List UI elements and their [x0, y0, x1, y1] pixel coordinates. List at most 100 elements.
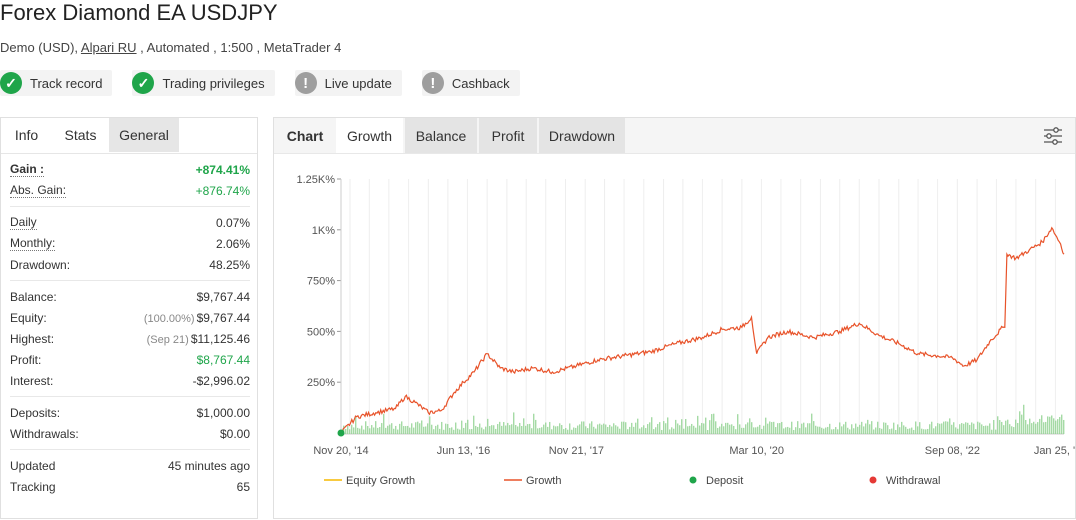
volume-bar	[501, 425, 503, 434]
tab-info[interactable]: Info	[14, 127, 39, 143]
volume-bar	[899, 427, 901, 434]
stat-label: Interest:	[10, 373, 54, 388]
badge-track-record[interactable]: ✓ Track record	[0, 70, 113, 96]
volume-bar	[787, 426, 789, 434]
volume-bar	[943, 421, 945, 434]
volume-bar	[651, 417, 653, 434]
tab-general[interactable]: General	[109, 118, 179, 152]
volume-bar	[977, 421, 979, 434]
tab-profit[interactable]: Profit	[479, 118, 537, 153]
volume-bar	[895, 429, 897, 434]
x-tick-label: Jan 25, '24	[1034, 445, 1075, 457]
volume-bar	[779, 423, 781, 434]
stat-gain: Gain : +874.41%	[10, 159, 250, 180]
volume-bar	[539, 427, 541, 434]
stat-value: $8,767.44	[196, 352, 250, 367]
volume-bar	[535, 419, 537, 434]
y-tick-label: 1K%	[312, 225, 335, 237]
volume-bar	[891, 428, 893, 434]
stat-label[interactable]: Gain :	[10, 162, 45, 177]
volume-bar	[451, 427, 453, 434]
volume-bar	[369, 428, 371, 434]
volume-bar	[691, 423, 693, 434]
stat-label: Drawdown:	[10, 257, 71, 272]
volume-bar	[511, 424, 513, 434]
y-tick-label: 1.25K%	[296, 174, 335, 186]
volume-bar	[853, 428, 855, 434]
volume-bar	[711, 414, 713, 434]
x-tick-label: Sep 08, '22	[925, 445, 980, 457]
volume-bar	[907, 428, 909, 434]
stat-label[interactable]: Monthly:	[10, 236, 56, 251]
volume-bar	[961, 423, 963, 434]
volume-bar	[605, 424, 607, 434]
stat-value: 48.25%	[209, 257, 250, 272]
volume-bar	[375, 421, 377, 434]
volume-bar	[527, 424, 529, 434]
volume-bar	[641, 427, 643, 434]
stat-label: Highest:	[10, 331, 55, 346]
volume-bar	[819, 426, 821, 434]
volume-bar	[569, 423, 571, 434]
volume-bar	[1001, 421, 1003, 434]
volume-bar	[817, 426, 819, 434]
volume-bar	[939, 423, 941, 434]
volume-bar	[825, 427, 827, 434]
volume-bar	[911, 427, 913, 434]
volume-bar	[863, 426, 865, 434]
volume-bar	[531, 428, 533, 434]
volume-bar	[591, 421, 593, 434]
volume-bar	[933, 428, 935, 434]
badge-trading-privileges[interactable]: ✓ Trading privileges	[132, 70, 275, 96]
stat-label[interactable]: Abs. Gain:	[10, 183, 67, 198]
volume-bar	[439, 428, 441, 434]
stat-label[interactable]: Daily	[10, 215, 37, 230]
volume-bar	[593, 426, 595, 434]
volume-bar	[923, 429, 925, 434]
stat-value: $9,767.44	[196, 289, 250, 304]
volume-bar	[1009, 424, 1011, 434]
volume-bar	[1007, 419, 1009, 434]
volume-bar	[477, 426, 479, 434]
volume-bar	[425, 426, 427, 434]
volume-bar	[1055, 420, 1057, 434]
volume-bar	[491, 425, 493, 434]
verification-badges: ✓ Track record ✓ Trading privileges ! Li…	[0, 70, 540, 98]
tab-stats[interactable]: Stats	[64, 127, 97, 143]
volume-bar	[935, 426, 937, 434]
badge-cashback[interactable]: ! Cashback	[421, 70, 520, 96]
volume-bar	[903, 425, 905, 434]
volume-bar	[957, 428, 959, 434]
volume-bar	[949, 418, 951, 434]
volume-bar	[1031, 423, 1033, 434]
broker-link[interactable]: Alpari RU	[80, 40, 137, 55]
volume-bar	[773, 421, 775, 434]
volume-bar	[357, 427, 359, 434]
volume-bar	[563, 429, 565, 434]
badge-live-update[interactable]: ! Live update	[294, 70, 402, 96]
volume-bar	[355, 417, 357, 434]
volume-bar	[1027, 424, 1029, 434]
tab-growth[interactable]: Growth	[336, 118, 403, 153]
volume-bar	[713, 413, 715, 434]
volume-bar	[829, 423, 831, 434]
volume-bar	[431, 424, 433, 434]
tab-balance[interactable]: Balance	[405, 118, 477, 153]
tab-drawdown[interactable]: Drawdown	[539, 118, 625, 153]
volume-bar	[687, 426, 689, 434]
volume-bar	[615, 425, 617, 434]
volume-bar	[725, 422, 727, 434]
stat-deposits: Deposits: $1,000.00	[10, 402, 250, 423]
volume-bar	[455, 422, 457, 434]
volume-bar	[689, 425, 691, 434]
volume-bar	[951, 424, 953, 434]
growth-chart[interactable]: 1.25K% 1K% 750% 500% 250% Nov 20, '14 Jun 13, …	[274, 154, 1075, 519]
volume-bar	[859, 424, 861, 434]
volume-bar	[427, 423, 429, 434]
volume-bar	[945, 421, 947, 434]
volume-bar	[559, 423, 561, 434]
chart-settings-icon[interactable]	[1043, 126, 1063, 146]
volume-bar	[657, 423, 659, 434]
volume-bar	[971, 422, 973, 434]
stat-highest: Highest: (Sep 21) $11,125.46	[10, 328, 250, 349]
